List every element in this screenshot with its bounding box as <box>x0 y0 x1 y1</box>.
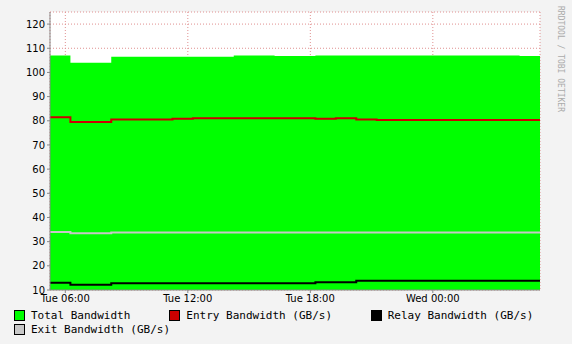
svg-text:Wed 00:00: Wed 00:00 <box>406 293 460 304</box>
html-text:Relay Bandwidth (GB/s): Relay Bandwidth (GB/s) <box>387 308 534 322</box>
svg-text:60: 60 <box>32 164 45 175</box>
svg-text:Tue 18:00: Tue 18:00 <box>285 293 335 304</box>
html-text:RRDTOOL / TOBI OETIKER: RRDTOOL / TOBI OETIKER <box>556 6 565 112</box>
svg-text:30: 30 <box>32 236 45 247</box>
svg-text:10: 10 <box>32 285 45 296</box>
html-text:Total Bandwidth: Total Bandwidth <box>31 308 131 322</box>
svg-text:Tue 06:00: Tue 06:00 <box>40 293 90 304</box>
svg-text:100: 100 <box>26 67 45 78</box>
html-text:Exit Bandwidth (GB/s): Exit Bandwidth (GB/s) <box>31 322 171 336</box>
html-text:Entry Bandwidth (GB/s): Entry Bandwidth (GB/s) <box>186 308 332 322</box>
svg-text:70: 70 <box>32 140 45 151</box>
svg-text:120: 120 <box>26 19 45 30</box>
svg-text:40: 40 <box>32 212 45 223</box>
svg-text:Tue 12:00: Tue 12:00 <box>162 293 212 304</box>
svg-text:90: 90 <box>32 91 45 102</box>
svg-text:110: 110 <box>26 43 45 54</box>
svg-text:80: 80 <box>32 115 45 126</box>
svg-text:20: 20 <box>32 260 45 271</box>
svg-text:50: 50 <box>32 188 45 199</box>
